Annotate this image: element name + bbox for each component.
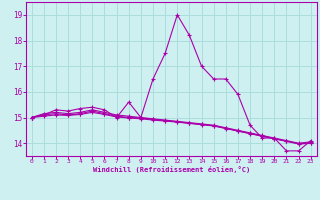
X-axis label: Windchill (Refroidissement éolien,°C): Windchill (Refroidissement éolien,°C)	[92, 166, 250, 173]
